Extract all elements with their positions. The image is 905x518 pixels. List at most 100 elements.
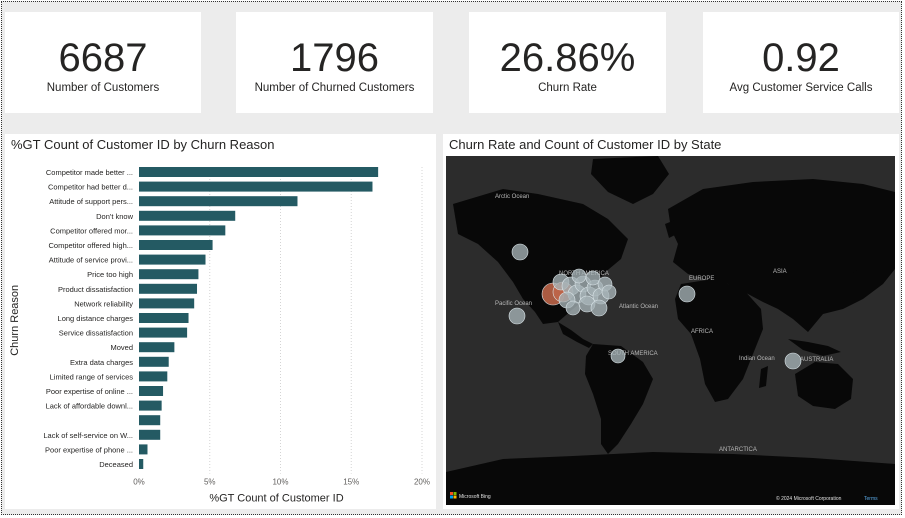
africa-shape (675, 279, 763, 402)
kpi-card-avg-service-calls[interactable]: 0.92 Avg Customer Service Calls (703, 12, 899, 113)
bar[interactable] (139, 196, 298, 207)
label-arctic-ocean: Arctic Ocean (495, 194, 529, 200)
category-label: Network reliability (74, 299, 133, 308)
bar[interactable] (139, 400, 162, 411)
kpi-card-churned-customers[interactable]: 1796 Number of Churned Customers (236, 12, 433, 113)
category-label: Lack of self-service on W... (43, 431, 133, 440)
bar[interactable] (139, 283, 198, 294)
category-label: Long distance charges (58, 314, 134, 323)
bar[interactable] (139, 240, 213, 250)
bar[interactable] (139, 298, 195, 309)
bar[interactable] (139, 313, 189, 323)
category-label: Competitor offered mor... (50, 226, 133, 235)
bubble-state[interactable] (590, 299, 608, 317)
category-label: Poor expertise of online ... (46, 387, 133, 396)
category-label: Don't know (96, 212, 133, 221)
category-label: Poor expertise of phone ... (45, 445, 133, 454)
category-label: Extra data charges (70, 358, 133, 367)
category-label: Moved (110, 343, 133, 352)
label-south-america: SOUTH AMERICA (608, 351, 658, 357)
bar[interactable] (139, 327, 188, 338)
x-tick-label: 0% (133, 478, 145, 487)
category-label: Product dissatisfaction (58, 285, 133, 294)
category-label: Competitor had better d... (48, 183, 133, 192)
category-label: Attitude of service provi... (49, 256, 133, 265)
indonesia-shape (788, 339, 841, 356)
bar[interactable] (139, 225, 226, 236)
central-america-shape (558, 322, 593, 348)
bar[interactable] (139, 429, 161, 440)
bar[interactable] (139, 356, 169, 367)
bar[interactable] (139, 415, 161, 426)
x-tick-label: 10% (272, 478, 288, 487)
bubble-state[interactable] (571, 268, 587, 284)
bar-chart-plot: 0% 5% 10% 15% 20% Competitor made better ... C… (9, 167, 430, 505)
label-atlantic-ocean: Atlantic Ocean (619, 304, 658, 310)
bubble-australia[interactable] (784, 352, 802, 370)
kpi-value: 6687 (58, 36, 148, 80)
kpi-label: Churn Rate (538, 82, 597, 94)
bar[interactable] (139, 254, 206, 265)
category-label: Lack of affordable downl... (46, 402, 133, 411)
category-label: Price too high (87, 270, 133, 279)
kpi-card-customers[interactable]: 6687 Number of Customers (5, 12, 201, 113)
bubble-alaska[interactable] (511, 243, 529, 261)
australia-shape (795, 362, 853, 409)
label-pacific-ocean: Pacific Ocean (495, 301, 532, 307)
bar[interactable] (139, 181, 373, 192)
x-tick-label: 15% (343, 478, 359, 487)
bubble-state[interactable] (601, 284, 617, 300)
map-canvas[interactable]: Arctic Ocean NORTH AMERICA EUROPE ASIA P… (443, 134, 899, 509)
bar[interactable] (139, 371, 168, 382)
bubble-europe[interactable] (678, 285, 696, 303)
kpi-label: Number of Customers (46, 82, 160, 94)
category-label: Service dissatisfaction (59, 329, 133, 338)
label-antarctica: ANTARCTICA (719, 447, 757, 453)
bar[interactable] (139, 269, 199, 280)
label-africa: AFRICA (691, 329, 713, 335)
map-copyright: © 2024 Microsoft Corporation (776, 495, 842, 502)
bar[interactable] (139, 210, 236, 221)
bing-logo-text: Microsoft Bing (459, 494, 491, 500)
japan-shape (851, 252, 861, 274)
bar[interactable] (139, 459, 144, 469)
bubble-state[interactable] (585, 270, 601, 286)
bar[interactable] (139, 386, 164, 396)
x-tick-label: 20% (414, 478, 430, 487)
x-tick-label: 5% (204, 478, 216, 487)
bubble-hawaii[interactable] (508, 307, 526, 325)
category-label: Deceased (99, 460, 133, 469)
bar[interactable] (139, 167, 379, 177)
bubble-state[interactable] (565, 300, 581, 316)
label-australia: AUSTRALIA (800, 357, 833, 363)
bubble-south-america[interactable] (610, 348, 626, 364)
bar[interactable] (139, 342, 175, 353)
category-label: Limited range of services (50, 372, 134, 381)
chart-title: %GT Count of Customer ID by Churn Reason (11, 137, 275, 152)
category-label: Competitor made better ... (46, 168, 133, 177)
greenland-shape (591, 156, 669, 204)
kpi-value: 26.86% (499, 36, 636, 80)
label-indian-ocean: Indian Ocean (739, 356, 775, 362)
x-axis-title: %GT Count of Customer ID (209, 493, 343, 505)
bar[interactable] (139, 444, 148, 455)
category-label: Competitor offered high... (49, 241, 134, 250)
uk-shape (665, 220, 677, 238)
madagascar-shape (759, 366, 768, 388)
kpi-card-churn-rate[interactable]: 26.86% Churn Rate (469, 12, 666, 113)
state-map-visual[interactable]: Churn Rate and Count of Customer ID by S… (443, 134, 899, 509)
churn-reason-bar-chart[interactable]: %GT Count of Customer ID by Churn Reason… (5, 134, 436, 509)
antarctica-shape (446, 452, 895, 505)
state-bubbles[interactable] (508, 243, 802, 370)
kpi-label: Number of Churned Customers (254, 82, 415, 94)
label-europe: EUROPE (689, 276, 714, 282)
map-title: Churn Rate and Count of Customer ID by S… (449, 137, 722, 152)
kpi-label: Avg Customer Service Calls (729, 82, 873, 94)
label-asia: ASIA (773, 269, 787, 275)
kpi-value: 0.92 (762, 36, 840, 80)
map-terms-link[interactable]: Terms (864, 496, 878, 502)
y-axis-title: Churn Reason (9, 285, 21, 356)
category-label: Attitude of support pers... (49, 197, 133, 206)
europe-asia-shape (668, 179, 895, 332)
